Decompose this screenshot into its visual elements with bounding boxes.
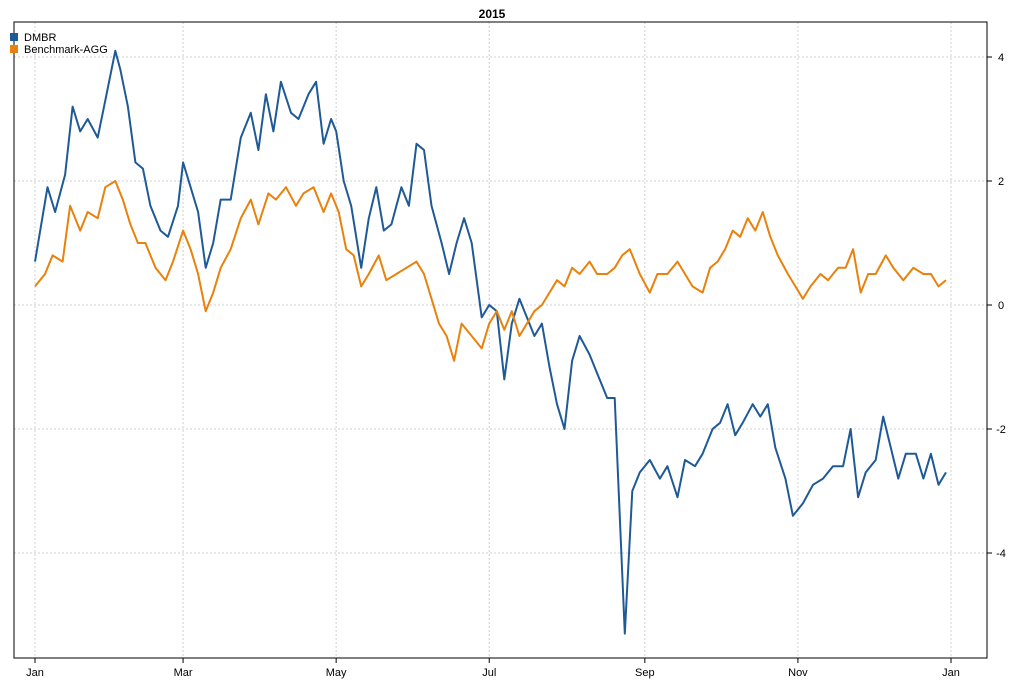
- legend: DMBR Benchmark-AGG: [10, 32, 108, 56]
- x-tick-label: Mar: [174, 667, 193, 679]
- series-line-benchmark-agg: [34, 180, 947, 362]
- y-tick-label: 0: [998, 300, 1004, 312]
- x-tick-label: Nov: [788, 667, 808, 679]
- series-line-dmbr: [34, 49, 947, 635]
- y-tick-label: 2: [998, 176, 1004, 188]
- x-tick-label: May: [326, 667, 347, 679]
- x-tick-label: Jan: [942, 667, 960, 679]
- series-group: [34, 49, 947, 635]
- axes: Jan Mar May Jul Sep Nov Jan 4 2 0 -2 -4: [26, 52, 1006, 679]
- y-tick-label: -4: [996, 548, 1006, 560]
- x-tick-label: Jul: [482, 667, 496, 679]
- x-tick-label: Jan: [26, 667, 44, 679]
- legend-label-dmbr: DMBR: [24, 32, 56, 44]
- legend-swatch-dmbr: [10, 33, 18, 41]
- legend-swatch-benchmark-agg: [10, 45, 18, 53]
- y-tick-label: -2: [996, 424, 1006, 436]
- y-tick-label: 4: [998, 52, 1004, 64]
- chart-title: 2015: [479, 7, 506, 21]
- x-tick-label: Sep: [635, 667, 655, 679]
- legend-label-benchmark-agg: Benchmark-AGG: [24, 44, 108, 56]
